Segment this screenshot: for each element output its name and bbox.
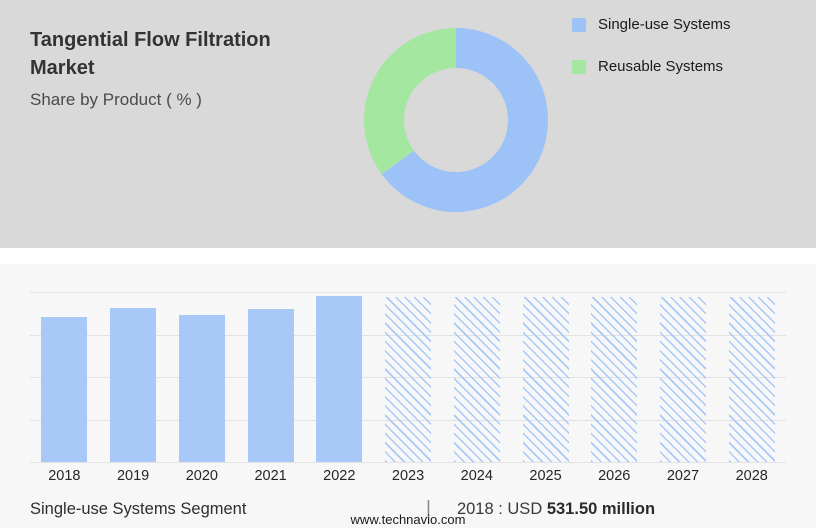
top-section: Tangential Flow Filtration Market Share … [0, 0, 816, 248]
bar-cell-2023 [374, 292, 443, 462]
x-label-2025: 2025 [529, 468, 562, 484]
segment-label: Single-use Systems Segment [30, 500, 247, 518]
bar-2024-forecast [453, 296, 500, 462]
bar-chart [30, 292, 786, 463]
legend: Single-use Systems Reusable Systems [572, 16, 731, 100]
stat-group: | 2018 : USD 531.50 million [426, 498, 655, 520]
bar-2020 [178, 314, 225, 462]
x-axis-labels: 2018 2019 2020 2021 2022 2023 2024 2025 2026 2027… [30, 468, 786, 484]
x-label-2026: 2026 [598, 468, 631, 484]
legend-item-single-use-systems: Single-use Systems [572, 16, 731, 33]
stat-value: 531.50 million [546, 500, 656, 518]
stat-prefix: 2018 : USD [456, 500, 547, 518]
x-label-2018: 2018 [48, 468, 81, 484]
x-label-2027: 2027 [666, 468, 700, 484]
bar-cell-2019 [99, 292, 168, 462]
footer: Single-use Systems Segment | 2018 : USD … [30, 498, 786, 522]
bar-cell-2026 [580, 292, 649, 462]
bar-cell-2024 [442, 292, 511, 462]
website-link[interactable]: www.technavio.com [350, 512, 466, 527]
bars [30, 292, 786, 462]
donut-svg [364, 28, 548, 212]
bar-cell-2027 [649, 292, 718, 462]
section-divider [0, 248, 816, 264]
bar-2018 [41, 317, 88, 462]
bar-2021 [247, 308, 294, 462]
legend-swatch-icon [572, 59, 586, 74]
legend-swatch-icon [572, 17, 586, 32]
separator: | [426, 498, 431, 519]
bar-cell-2021 [236, 292, 305, 462]
legend-label: Reusable Systems [598, 58, 724, 75]
bar-2026-forecast [591, 296, 638, 462]
gridline [30, 462, 786, 463]
bar-cell-2020 [167, 292, 236, 462]
x-label-2024: 2024 [460, 468, 493, 484]
bottom-section: 2018 2019 2020 2021 2022 2023 2024 2025 2026 2027… [0, 264, 816, 528]
page-title: Tangential Flow Filtration Market [30, 29, 271, 79]
x-label-2028: 2028 [735, 468, 768, 484]
page-subtitle: Share by Product ( % ) [30, 90, 202, 109]
title-block: Tangential Flow Filtration Market Share … [30, 26, 330, 110]
bar-2022 [316, 295, 363, 462]
donut-chart [350, 14, 562, 226]
donut-segment-single-use-systems [381, 28, 548, 212]
donut-segment-reusable-systems [364, 28, 456, 175]
x-label-2019: 2019 [116, 468, 150, 484]
x-label-2023: 2023 [391, 468, 425, 484]
bar-cell-2028 [717, 292, 786, 462]
x-label-2022: 2022 [323, 468, 356, 484]
legend-item-reusable-systems: Reusable Systems [572, 58, 731, 75]
bar-2025-forecast [522, 296, 569, 462]
stat-text: 2018 : USD 531.50 million [457, 500, 655, 519]
bar-2019 [110, 308, 157, 462]
bar-2028-forecast [728, 296, 775, 462]
bar-2023-forecast [385, 296, 432, 462]
legend-label: Single-use Systems [598, 16, 731, 33]
x-label-2021: 2021 [254, 468, 287, 484]
x-label-2020: 2020 [185, 468, 218, 484]
bar-cell-2025 [511, 292, 580, 462]
gridline [30, 292, 786, 293]
bar-cell-2022 [305, 292, 374, 462]
bar-cell-2018 [30, 292, 99, 462]
bar-2027-forecast [659, 296, 706, 462]
